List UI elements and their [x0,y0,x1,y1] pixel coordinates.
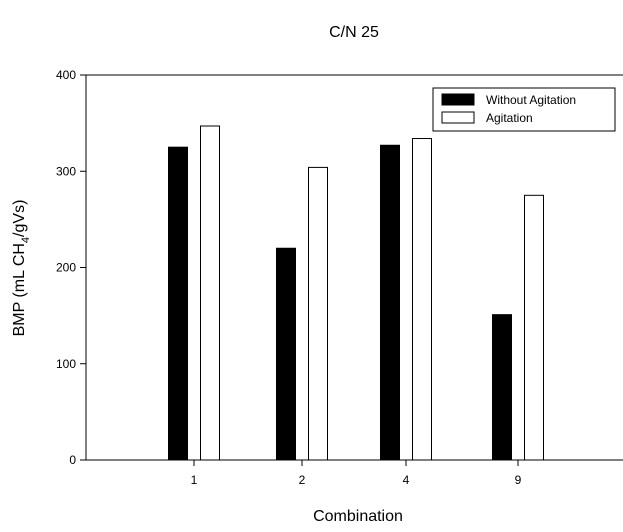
x-tick-label: 1 [191,473,198,487]
x-tick-label: 9 [515,473,522,487]
legend: Without Agitation Agitation [432,87,616,132]
x-tick-label: 4 [403,473,410,487]
y-tick-label: 200 [56,261,76,275]
bar-agitation [200,125,220,461]
x-axis-ticks: 1 2 4 9 [191,460,522,487]
bar-without-agitation [276,247,296,461]
bar-agitation [412,138,432,461]
bar-agitation [524,194,544,461]
y-tick-label: 0 [69,453,76,467]
y-tick-label: 300 [56,164,76,178]
legend-label: Without Agitation [486,93,576,107]
bar-without-agitation [168,146,188,461]
y-axis-label-tail: /gVs) [11,200,28,237]
y-tick-label: 400 [56,68,76,82]
bar-without-agitation [380,144,400,461]
y-axis-label: BMP (mL CH4/gVs) [11,200,32,337]
legend-swatch [441,111,475,124]
y-axis-label-main: BMP (mL CH [11,243,28,336]
y-tick-label: 100 [56,357,76,371]
y-axis-label-subscript: 4 [20,237,32,243]
x-tick-label: 2 [299,473,306,487]
chart-title: C/N 25 [329,24,379,41]
legend-swatch [441,93,475,106]
bar-agitation [308,166,328,461]
bars [168,125,544,461]
legend-label: Agitation [486,111,533,125]
y-axis-ticks: 0 100 200 300 400 [56,68,86,467]
x-axis-label: Combination [313,508,403,525]
bar-without-agitation [492,314,512,461]
